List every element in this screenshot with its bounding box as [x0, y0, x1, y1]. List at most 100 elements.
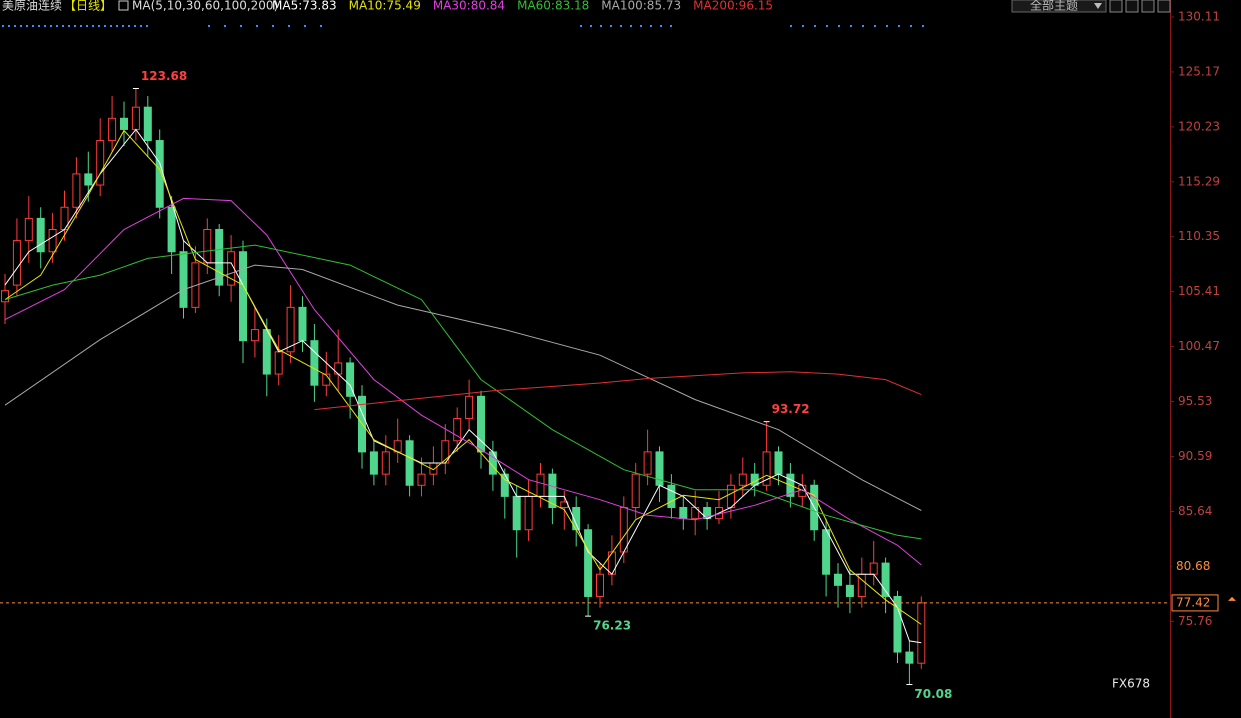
annotation-label: 76.23: [593, 619, 631, 633]
y-tick-label: 85.64: [1178, 504, 1212, 518]
candle-body: [286, 306, 295, 353]
candle-body: [120, 117, 128, 130]
candle-body: [108, 117, 117, 142]
y-tick-label: 95.53: [1178, 394, 1212, 408]
tool-button[interactable]: [1125, 0, 1139, 13]
last-price-box: [1171, 594, 1219, 612]
candle-body: [881, 562, 890, 597]
candle-body: [774, 451, 783, 475]
candle-body: [762, 451, 771, 486]
annotation-label: 93.72: [772, 402, 810, 416]
candle-body: [834, 573, 842, 586]
candle-body: [179, 251, 188, 308]
candle-body: [310, 340, 319, 386]
y-tick-label: 110.35: [1178, 229, 1220, 243]
candle-body: [239, 251, 247, 342]
candle-body: [369, 451, 378, 475]
marker-price-box: [1172, 558, 1218, 575]
candle-body: [215, 229, 224, 286]
candle-body: [738, 473, 747, 486]
candle-body: [72, 173, 81, 208]
y-tick-label: 115.29: [1178, 174, 1220, 188]
candle-body: [512, 495, 521, 531]
candle-body: [631, 473, 640, 509]
candle-body: [417, 473, 426, 486]
candle-body: [607, 551, 616, 575]
candle-body: [381, 451, 390, 475]
legend-entry: MA200:96.15: [693, 0, 773, 13]
legend-entry: MA10:75.49: [349, 0, 421, 13]
theme-label: 全部主题: [1030, 0, 1078, 13]
candle-body: [822, 529, 831, 575]
dropdown-arrow: [1094, 3, 1102, 9]
candle-body: [203, 229, 212, 264]
period-label: 【日线】: [64, 0, 112, 13]
candle-body: [584, 529, 593, 597]
candle-body: [96, 140, 105, 186]
candle-body: [869, 562, 878, 575]
instrument-title: 美原油连续: [2, 0, 62, 13]
candle-body: [143, 106, 152, 142]
legend-entry: MA30:80.84: [433, 0, 505, 13]
price-arrow: [1228, 596, 1236, 601]
candle-body: [131, 106, 140, 130]
candle-body: [726, 484, 735, 509]
ma-line: [4, 244, 922, 540]
candle-body: [298, 306, 307, 342]
annotation-label: 70.08: [914, 687, 952, 701]
candle-body: [524, 495, 533, 531]
ma-line: [4, 197, 922, 566]
ma-line: [314, 371, 922, 411]
candle-body: [548, 473, 557, 509]
y-tick-label: 105.41: [1178, 284, 1220, 298]
candle-body: [84, 173, 93, 186]
candle-body: [167, 206, 176, 253]
candle-body: [905, 651, 914, 664]
candle-body: [845, 584, 854, 597]
theme-dropdown[interactable]: [1011, 0, 1107, 13]
candle-body: [155, 140, 164, 208]
ma-label: MA(5,10,30,60,100,200): [132, 0, 278, 13]
candle-body: [24, 217, 33, 242]
legend-entry: MA5:73.83: [272, 0, 337, 13]
ma-line: [4, 129, 922, 625]
candle-body: [536, 473, 545, 497]
candle-body: [1, 290, 9, 303]
y-tick-label: 120.23: [1178, 119, 1220, 133]
candle-body: [643, 451, 652, 475]
candle-body: [453, 418, 462, 442]
candle-body: [12, 240, 21, 286]
y-tick-label: 130.11: [1178, 10, 1220, 24]
annotation-label: 123.68: [141, 69, 187, 83]
marker-price-label: 80.68: [1176, 559, 1210, 573]
last-price-label: 77.42: [1176, 595, 1210, 609]
candle-body: [477, 395, 485, 453]
candle-body: [667, 484, 676, 509]
candle-body: [596, 573, 604, 597]
legend-entry: MA60:83.18: [517, 0, 589, 13]
tool-button[interactable]: [1157, 0, 1171, 13]
candle-body: [250, 329, 259, 342]
candle-body: [262, 329, 271, 375]
candle-body: [917, 602, 926, 664]
candle-body: [346, 362, 355, 397]
ma-line: [4, 264, 922, 511]
y-tick-label: 125.17: [1178, 64, 1220, 78]
tool-button[interactable]: [1109, 0, 1123, 13]
y-tick-label: 100.47: [1178, 339, 1220, 353]
tool-button[interactable]: [1141, 0, 1155, 13]
candle-body: [679, 507, 688, 520]
ma-icon: [118, 0, 129, 11]
y-tick-label: 75.76: [1178, 614, 1212, 628]
legend-entry: MA100:85.73: [601, 0, 681, 13]
legend: MA5:73.83 MA10:75.49 MA30:80.84 MA60:83.18 M…: [272, 0, 773, 13]
y-tick-label: 90.59: [1178, 449, 1212, 463]
candle-body: [36, 217, 45, 253]
ma-line: [4, 128, 922, 644]
watermark: FX678: [1112, 677, 1150, 691]
candle-body: [893, 595, 902, 653]
candle-body: [274, 351, 283, 375]
candle-body: [48, 229, 57, 253]
